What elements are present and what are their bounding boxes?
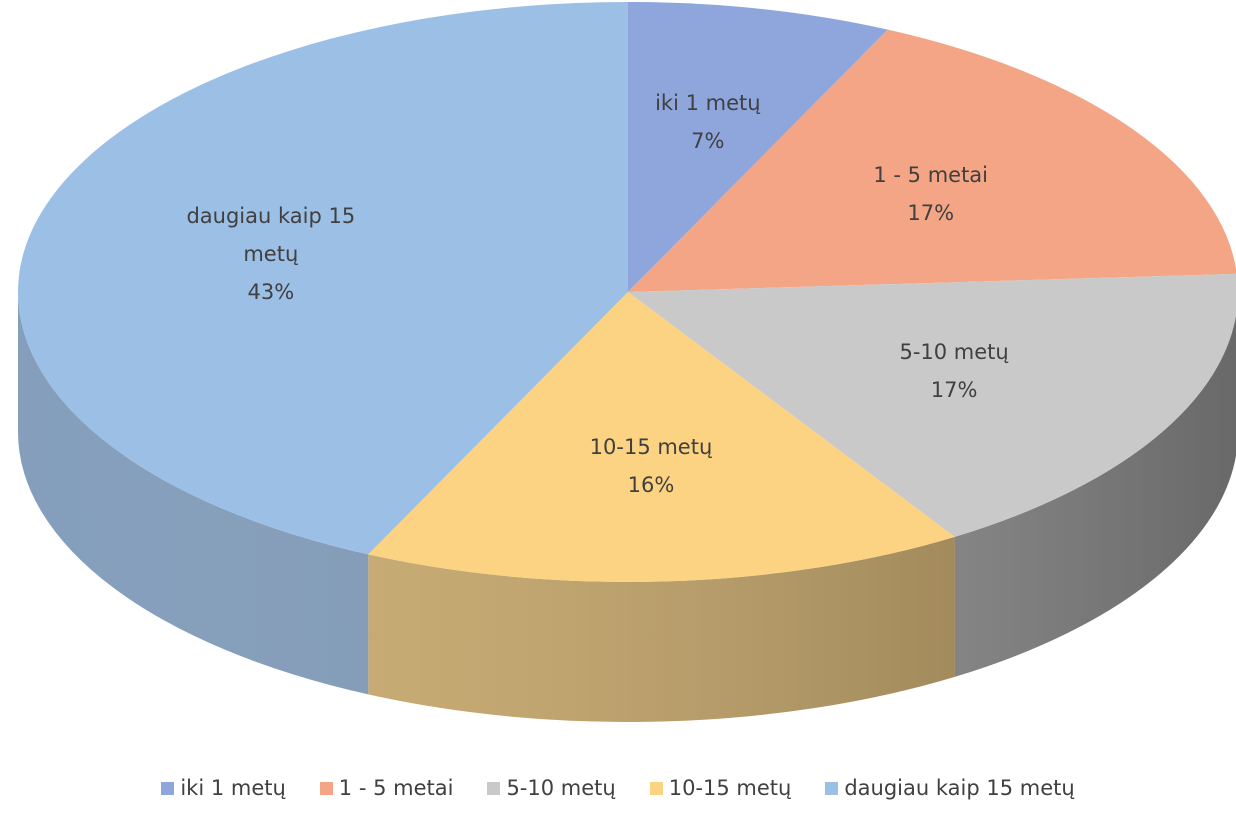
legend-label: 5-10 metų: [506, 776, 616, 800]
slice: [628, 273, 1236, 537]
data-label-category: daugiau kaip 15 metų: [186, 204, 356, 267]
data-label: 10-15 metų 16%: [536, 428, 766, 504]
legend-label: iki 1 metų: [180, 776, 286, 800]
legend-item: 5-10 metų: [487, 776, 616, 800]
data-label: 1 - 5 metai 17%: [816, 156, 1046, 232]
legend-swatch: [649, 781, 663, 795]
slice: [628, 29, 1236, 292]
slice: [18, 2, 629, 555]
legend-item: 1 - 5 metai: [319, 776, 454, 800]
legend-label: daugiau kaip 15 metų: [844, 776, 1075, 800]
data-label-category: 5-10 metų: [899, 339, 1009, 364]
legend-item: daugiau kaip 15 metų: [825, 776, 1075, 800]
slice: [368, 292, 955, 582]
data-label: daugiau kaip 15 metų 43%: [156, 197, 386, 311]
legend-label: 10-15 metų: [668, 776, 792, 800]
legend-item: iki 1 metų: [161, 776, 286, 800]
data-label-value: 7%: [691, 129, 725, 154]
legend-swatch: [319, 781, 333, 795]
legend-swatch: [825, 781, 839, 795]
legend-swatch: [487, 781, 501, 795]
legend: iki 1 metų 1 - 5 metai 5-10 metų 10-15 metų…: [0, 776, 1236, 800]
data-label-category: 10-15 metų: [589, 434, 713, 459]
data-label: 5-10 metų 17%: [839, 333, 1069, 409]
data-label-value: 43%: [247, 280, 295, 305]
legend-item: 10-15 metų: [649, 776, 792, 800]
slice: [628, 2, 888, 292]
legend-label: 1 - 5 metai: [338, 776, 454, 800]
data-label-value: 17%: [930, 377, 978, 402]
data-label: iki 1 metų 7%: [593, 84, 823, 160]
legend-swatch: [161, 781, 175, 795]
data-label-category: 1 - 5 metai: [873, 163, 989, 188]
data-label-category: iki 1 metų: [655, 91, 761, 116]
side-shade: [18, 292, 1236, 722]
data-label-value: 17%: [907, 201, 955, 226]
data-label-value: 16%: [627, 472, 675, 497]
